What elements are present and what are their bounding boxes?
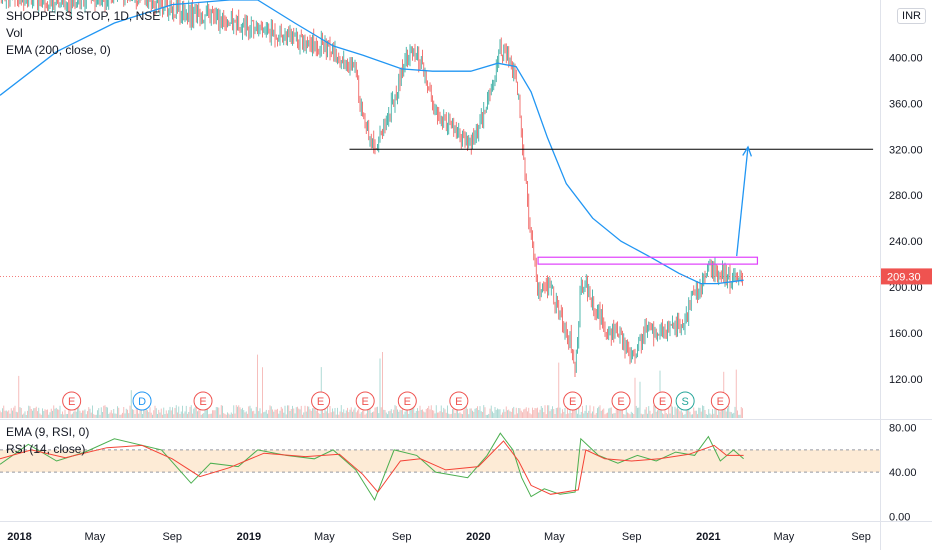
breakout-zone-rect xyxy=(537,256,759,265)
event-marker[interactable]: D xyxy=(132,391,152,411)
price-tick-label: 360.00 xyxy=(889,98,923,110)
price-tick-label: 200.00 xyxy=(889,282,923,294)
target-arrow xyxy=(736,146,749,257)
event-label: E xyxy=(362,396,369,408)
event-circle xyxy=(62,391,82,411)
last-price-tag xyxy=(881,268,932,285)
event-circle xyxy=(355,391,375,411)
time-tick-label: 2020 xyxy=(466,531,490,543)
event-label: E xyxy=(404,396,411,408)
target-arrow-head xyxy=(742,145,753,157)
rsi-tick-label: 0.00 xyxy=(889,512,910,524)
time-tick-label: May xyxy=(544,531,565,543)
price-tick-label: 160.00 xyxy=(889,328,923,340)
event-circle xyxy=(132,391,152,411)
event-circle xyxy=(611,391,631,411)
time-tick-label: Sep xyxy=(622,531,642,543)
time-tick-label: May xyxy=(314,531,335,543)
event-label: E xyxy=(659,396,666,408)
event-circle xyxy=(710,391,730,411)
last-price-label: 209.30 xyxy=(887,271,921,283)
event-circle xyxy=(311,391,331,411)
event-marker[interactable]: E xyxy=(62,391,82,411)
legend-rsi[interactable]: RSI (14, close) xyxy=(6,442,86,456)
event-marker[interactable]: E xyxy=(653,391,673,411)
legend-symbol[interactable]: SHOPPERS STOP, 1D, NSE xyxy=(6,9,161,23)
event-circle xyxy=(193,391,213,411)
event-label: E xyxy=(569,396,576,408)
legend-volume[interactable]: Vol xyxy=(6,26,23,40)
event-label: E xyxy=(717,396,724,408)
volume-bars xyxy=(0,352,743,418)
legend-rsi-ema[interactable]: EMA (9, RSI, 0) xyxy=(6,425,90,439)
event-circle xyxy=(397,391,417,411)
event-circle xyxy=(675,391,695,411)
legend-main: SHOPPERS STOP, 1D, NSE Vol EMA (200, clo… xyxy=(6,8,160,59)
rsi-ema-line xyxy=(0,440,744,495)
price-tick-label: 320.00 xyxy=(889,144,923,156)
event-marker[interactable]: E xyxy=(611,391,631,411)
event-label: E xyxy=(455,396,462,408)
time-tick-label: Sep xyxy=(851,531,871,543)
rsi-tick-label: 40.00 xyxy=(889,467,917,479)
event-label: D xyxy=(138,396,146,408)
ema200-line xyxy=(0,0,744,285)
event-label: E xyxy=(68,396,75,408)
price-tick-label: 280.00 xyxy=(889,190,923,202)
event-label: E xyxy=(317,396,324,408)
time-tick-label: 2019 xyxy=(237,531,261,543)
event-circle xyxy=(563,391,583,411)
time-tick-label: May xyxy=(85,531,106,543)
rsi-band xyxy=(0,449,880,473)
currency-badge[interactable]: INR xyxy=(897,8,926,24)
time-tick-label: May xyxy=(773,531,794,543)
price-tick-label: 240.00 xyxy=(889,236,923,248)
event-marker[interactable]: S xyxy=(675,391,695,411)
legend-ema[interactable]: EMA (200, close, 0) xyxy=(6,43,111,57)
time-tick-label: Sep xyxy=(162,531,182,543)
time-tick-label: 2021 xyxy=(696,531,720,543)
rsi-pane xyxy=(0,432,880,502)
event-marker[interactable]: E xyxy=(397,391,417,411)
event-marker[interactable]: E xyxy=(563,391,583,411)
event-marker[interactable]: E xyxy=(311,391,331,411)
event-circle xyxy=(653,391,673,411)
drawings xyxy=(349,145,874,265)
event-label: E xyxy=(617,396,624,408)
legend-rsi: EMA (9, RSI, 0) RSI (14, close) xyxy=(6,424,89,458)
price-tick-label: 120.00 xyxy=(889,374,923,386)
ema200-series xyxy=(0,0,880,285)
event-label: S xyxy=(681,396,688,408)
rsi-tick-label: 80.00 xyxy=(889,423,917,435)
price-tick-label: 400.00 xyxy=(889,52,923,64)
time-tick-label: 2018 xyxy=(7,531,31,543)
event-marker[interactable]: E xyxy=(710,391,730,411)
event-circle xyxy=(449,391,469,411)
event-marker[interactable]: E xyxy=(355,391,375,411)
event-marker[interactable]: E xyxy=(193,391,213,411)
time-tick-label: Sep xyxy=(392,531,412,543)
event-marker[interactable]: E xyxy=(449,391,469,411)
event-label: E xyxy=(199,396,206,408)
